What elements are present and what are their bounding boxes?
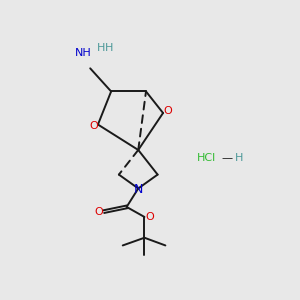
Text: H: H — [105, 43, 113, 52]
Text: —: — — [222, 153, 233, 163]
Text: H: H — [97, 43, 105, 52]
Text: N: N — [134, 183, 143, 196]
Text: H: H — [235, 153, 243, 163]
Text: HCl: HCl — [197, 153, 216, 163]
Text: NH: NH — [75, 48, 92, 58]
Text: O: O — [90, 121, 98, 131]
Text: O: O — [146, 212, 154, 222]
Text: O: O — [94, 207, 103, 217]
Text: O: O — [163, 106, 172, 116]
